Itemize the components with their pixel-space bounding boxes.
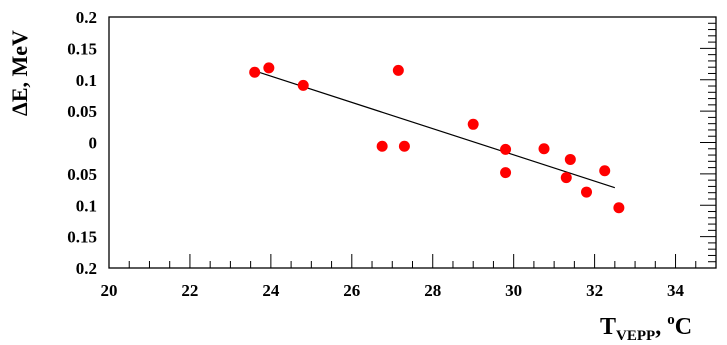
- y-tick-label: 0.05: [67, 165, 97, 184]
- y-tick-label: 0.1: [76, 196, 97, 215]
- y-tick-label: 0.05: [67, 102, 97, 121]
- x-axis-ticks: [108, 254, 717, 268]
- data-points: [249, 62, 625, 214]
- data-point: [398, 140, 410, 152]
- data-point: [538, 143, 550, 155]
- x-tick-label: 22: [181, 281, 198, 300]
- data-point: [297, 79, 309, 91]
- data-point: [249, 66, 261, 78]
- data-point: [263, 62, 275, 74]
- x-tick-label: 24: [262, 281, 280, 300]
- x-tick-label: 28: [424, 281, 441, 300]
- y-tick-label: 0: [89, 134, 98, 153]
- y-axis-tick-labels: 0.2 0.15 0.1 0.05 0 0.05 0.1 0.15 0.2: [67, 8, 97, 278]
- y-axis-ticks: [700, 16, 716, 269]
- data-point: [599, 165, 611, 177]
- data-point: [467, 118, 479, 130]
- x-tick-label: 34: [667, 281, 685, 300]
- data-point: [392, 64, 404, 76]
- x-axis-tick-labels: 20 22 24 26 28 30 32 34: [101, 281, 685, 300]
- x-axis-title-subscript: VEPP: [616, 328, 655, 344]
- data-point: [581, 186, 593, 198]
- x-tick-label: 30: [505, 281, 522, 300]
- x-tick-label: 26: [343, 281, 360, 300]
- y-tick-label: 0.15: [67, 228, 97, 247]
- y-tick-label: 0.15: [67, 39, 97, 58]
- data-point: [564, 153, 576, 165]
- y-tick-label: 0.2: [76, 8, 97, 27]
- x-axis-title-superscript: o: [667, 312, 675, 328]
- y-tick-label: 0.2: [76, 259, 97, 278]
- y-axis-title: ΔE, MeV: [7, 30, 32, 116]
- y-tick-label: 0.1: [76, 71, 97, 90]
- fit-line: [258, 71, 616, 189]
- x-axis-title-unit: C: [675, 314, 692, 340]
- x-tick-label: 32: [586, 281, 603, 300]
- x-axis-title: TVEPP, oC: [600, 312, 692, 344]
- data-point: [560, 172, 572, 184]
- data-point: [500, 167, 512, 179]
- x-axis-title-separator: ,: [655, 314, 667, 340]
- x-tick-label: 20: [101, 281, 118, 300]
- x-axis-title-main: T: [600, 314, 616, 340]
- data-point: [613, 202, 625, 214]
- data-point: [376, 140, 388, 152]
- data-point: [500, 143, 512, 155]
- plot-frame: [108, 16, 717, 269]
